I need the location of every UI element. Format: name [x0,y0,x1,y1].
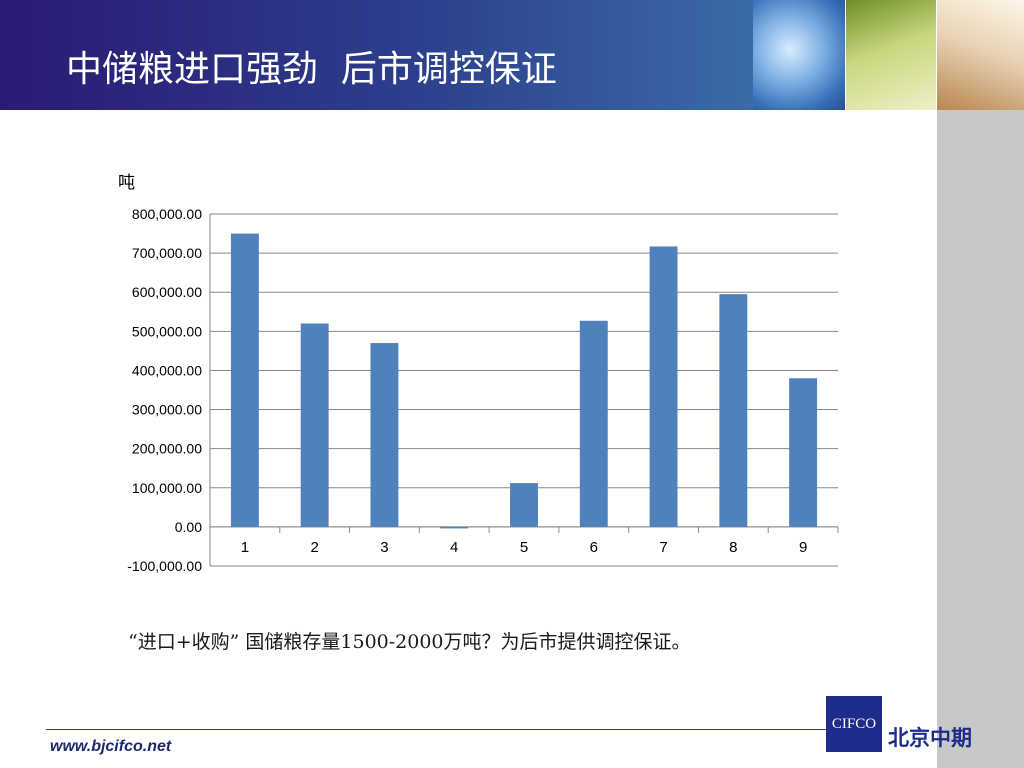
logo-text: CIFCO [831,715,877,732]
bar [579,320,608,527]
header-photo-coins [846,0,936,110]
y-tick-label: 300,000.00 [132,402,202,418]
bar [649,246,678,527]
page-title: 中储粮进口强劲 后市调控保证 [66,49,557,90]
cifco-logo: CIFCO [826,696,882,752]
footer-divider [46,729,826,730]
y-tick-label: 500,000.00 [132,323,202,339]
x-tick-label: 9 [799,539,807,556]
y-tick-label: 800,000.00 [132,206,202,222]
header-photo-pen [937,0,1024,110]
x-tick-label: 1 [241,539,249,556]
y-unit-label: 吨 [118,173,135,193]
x-tick-label: 8 [729,539,737,556]
bar [230,233,259,527]
right-sidebar [937,110,1024,768]
x-tick-label: 3 [380,539,388,556]
chart-svg: 吨 800,000.00 700,000.00 600,000.00 500,000.0… [118,173,839,574]
bar [719,294,748,527]
company-name: 北京中期 [888,726,972,750]
bar [789,378,818,527]
x-tick-label: 4 [450,539,458,556]
bar-chart: 吨 800,000.00 700,000.00 600,000.00 500,000.0… [70,160,850,590]
y-tick-label: 700,000.00 [132,245,202,261]
y-tick-label: 200,000.00 [132,441,202,457]
y-tick-label: 100,000.00 [132,480,202,496]
bar [300,323,329,527]
bar [440,526,469,529]
x-tick-label: 2 [310,539,318,556]
caption-text: “进口+收购” 国储粮存量1500-2000万吨？为后市提供调控保证。 [128,631,691,653]
bar [370,343,399,527]
x-tick-label: 7 [659,539,667,556]
website-link[interactable]: www.bjcifco.net [50,738,172,755]
header-photo-clock [753,0,845,110]
x-tick-label: 6 [590,539,598,556]
y-tick-label: 600,000.00 [132,284,202,300]
y-tick-label: 400,000.00 [132,362,202,378]
y-tick-label: -100,000.00 [127,558,202,574]
y-tick-label: 0.00 [175,519,202,535]
title-banner: 中储粮进口强劲 后市调控保证 [0,0,753,110]
x-tick-label: 5 [520,539,528,556]
bar [510,483,538,527]
